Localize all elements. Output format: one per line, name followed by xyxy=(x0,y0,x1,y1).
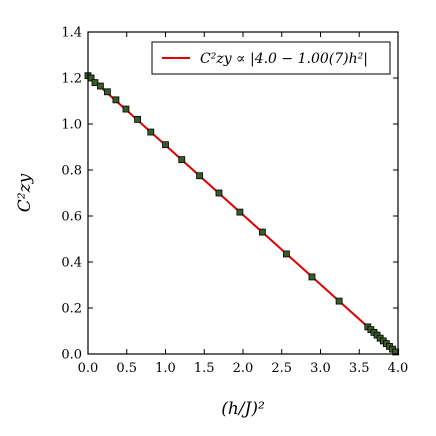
x-tick-label: 4.0 xyxy=(388,361,409,376)
x-tick-label: 1.0 xyxy=(155,361,176,376)
data-point xyxy=(392,348,400,356)
y-tick-label: 1.0 xyxy=(61,118,82,133)
data-point xyxy=(97,82,104,90)
legend-box xyxy=(151,41,391,75)
x-axis-label: (h/J)² xyxy=(221,399,265,419)
data-point xyxy=(282,250,290,258)
legend-label: C²zy ∝ |4.0 − 1.00(7)h²| xyxy=(200,51,368,67)
x-tick-label: 3.0 xyxy=(310,361,331,376)
x-tick-label: 2.0 xyxy=(233,361,254,376)
data-point xyxy=(236,208,244,216)
y-axis-label: C²zy xyxy=(15,173,35,212)
data-point xyxy=(162,141,169,149)
x-tick-label: 3.5 xyxy=(349,361,370,376)
data-point xyxy=(178,156,186,164)
data-point xyxy=(134,116,142,123)
data-point xyxy=(215,189,223,197)
x-tick-label: 2.5 xyxy=(271,361,292,376)
data-point xyxy=(147,128,155,136)
data-point xyxy=(308,273,316,281)
data-point xyxy=(122,105,130,113)
data-point xyxy=(258,228,266,236)
y-tick-label: 0.8 xyxy=(61,164,82,179)
data-point xyxy=(112,96,120,104)
y-tick-label: 0.6 xyxy=(61,210,82,225)
data-point xyxy=(103,88,111,96)
data-point xyxy=(196,172,204,180)
x-tick-label: 0.5 xyxy=(116,361,137,376)
plot-frame xyxy=(87,31,399,355)
y-tick-label: 0.0 xyxy=(61,348,82,363)
y-tick-label: 1.2 xyxy=(61,72,82,87)
x-tick-label: 1.5 xyxy=(194,361,215,376)
y-tick-label: 0.2 xyxy=(61,302,82,317)
x-tick-label: 0.0 xyxy=(78,361,99,376)
data-point xyxy=(91,79,99,86)
data-point xyxy=(335,297,343,305)
y-tick-label: 1.4 xyxy=(61,26,82,41)
marker-layer xyxy=(84,72,400,356)
y-tick-label: 0.4 xyxy=(61,256,82,271)
legend: C²zy ∝ |4.0 − 1.00(7)h²| xyxy=(151,41,391,75)
ticks-layer: 0.0 0.5 1.0 1.5 2.0 2.5 3.0 3.5 4.0 0.0 0.2 0.4 0.6 0… xyxy=(61,26,408,377)
